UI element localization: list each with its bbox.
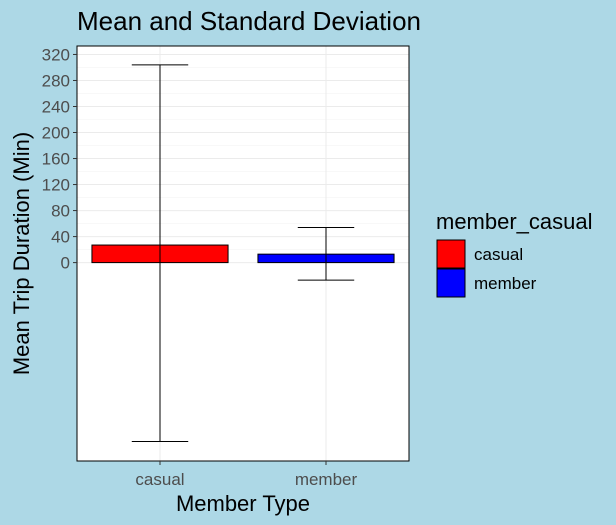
legend: member_casual casual member [436, 209, 593, 298]
error-bar-casual [131, 64, 189, 442]
y-axis-title: Mean Trip Duration (Min) [9, 132, 34, 375]
x-tick-layer: casual member [135, 461, 358, 489]
x-axis-title: Member Type [176, 491, 310, 516]
x-tick-label: casual [135, 470, 184, 489]
plot-border [76, 45, 410, 462]
legend-label-casual: casual [474, 245, 523, 264]
legend-key-casual [436, 239, 466, 269]
y-tick-label: 240 [42, 97, 70, 116]
legend-items: casual member [436, 239, 537, 298]
x-tick-label: member [295, 470, 358, 489]
y-tick-label: 80 [51, 202, 70, 221]
y-tick-label: 0 [61, 254, 70, 273]
error-bar-layer [131, 64, 355, 442]
legend-title: member_casual [436, 209, 593, 234]
y-tick-label: 200 [42, 124, 70, 143]
chart-title: Mean and Standard Deviation [77, 6, 421, 36]
y-tick-label: 280 [42, 71, 70, 90]
y-tick-label: 40 [51, 228, 70, 247]
legend-label-member: member [474, 274, 537, 293]
legend-key-member [436, 268, 466, 298]
y-tick-layer: 0 40 80 120 160 200 240 280 320 [42, 45, 77, 273]
y-tick-label: 160 [42, 150, 70, 169]
error-bar-member [297, 226, 355, 281]
grid-layer [77, 46, 409, 461]
y-tick-label: 120 [42, 176, 70, 195]
y-tick-label: 320 [42, 45, 70, 64]
